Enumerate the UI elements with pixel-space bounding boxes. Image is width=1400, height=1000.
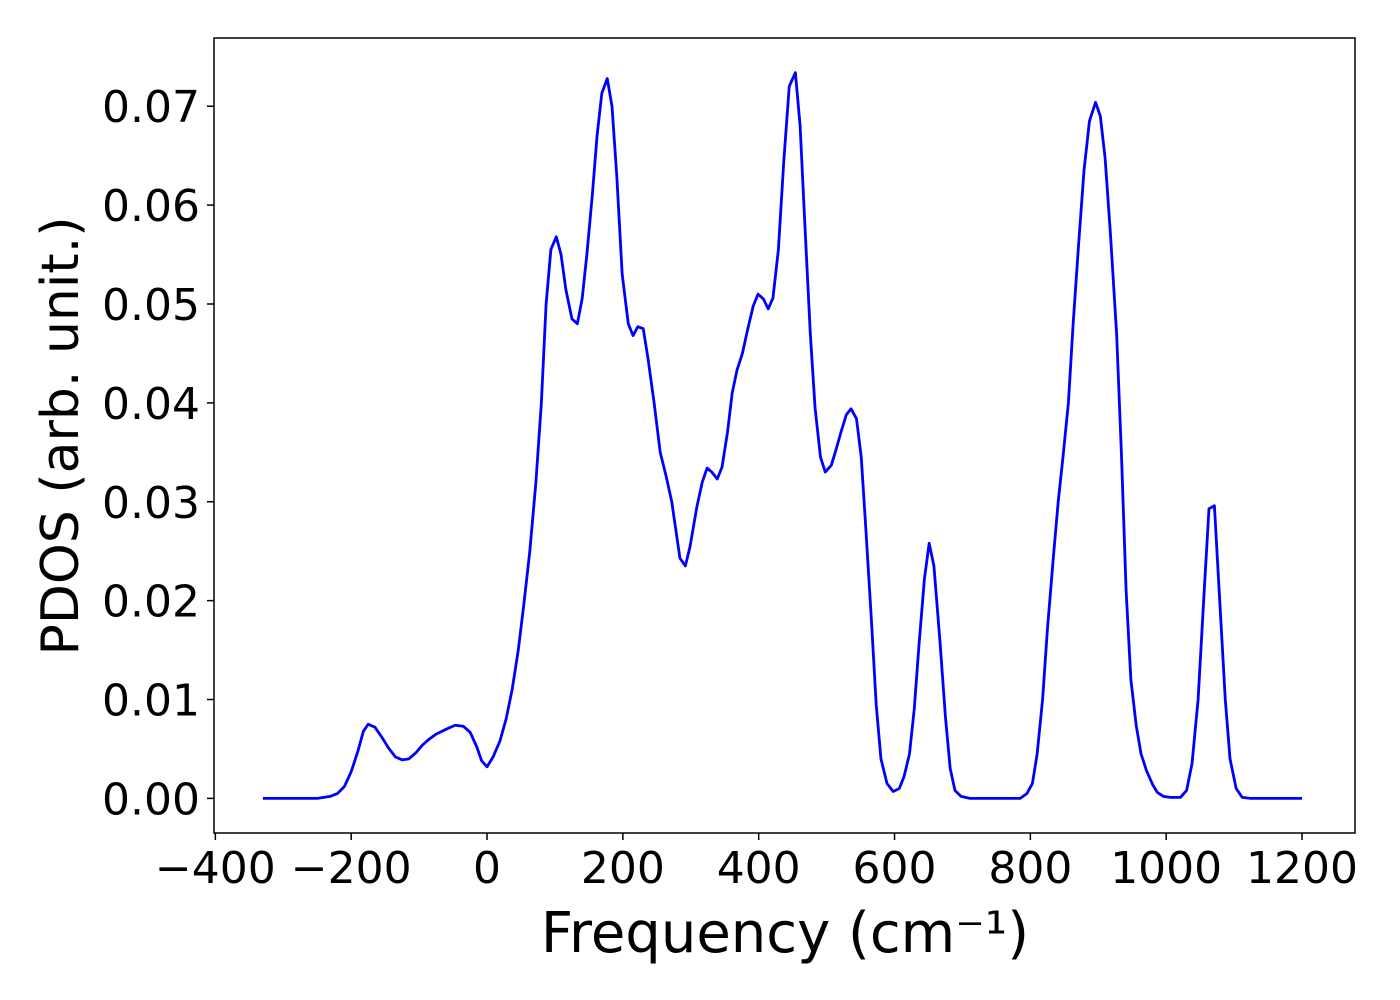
x-tick-label: 0 xyxy=(473,843,501,894)
x-tick-label: 600 xyxy=(853,843,937,894)
y-tick-label: 0.04 xyxy=(102,379,200,430)
y-tick-label: 0.01 xyxy=(102,676,200,727)
x-axis-label: Frequency (cm⁻¹) xyxy=(541,901,1029,966)
y-tick-label: 0.05 xyxy=(102,280,200,331)
x-tick-label: 1000 xyxy=(1110,843,1222,894)
y-axis-label: PDOS (arb. unit.) xyxy=(31,216,91,655)
data-line xyxy=(262,71,1303,800)
plot-frame xyxy=(213,37,1356,834)
y-tick-label: 0.00 xyxy=(102,774,200,825)
x-tick-label: 800 xyxy=(988,843,1072,894)
x-tick-label: 200 xyxy=(581,843,665,894)
y-tick-label: 0.06 xyxy=(102,181,200,232)
x-tick-label: 400 xyxy=(717,843,801,894)
x-tick-label: −200 xyxy=(291,843,412,894)
y-tick-label: 0.02 xyxy=(102,577,200,628)
y-tick-label: 0.07 xyxy=(102,82,200,133)
x-tick-label: −400 xyxy=(155,843,276,894)
y-tick-label: 0.03 xyxy=(102,478,200,529)
x-tick-label: 1200 xyxy=(1246,843,1358,894)
